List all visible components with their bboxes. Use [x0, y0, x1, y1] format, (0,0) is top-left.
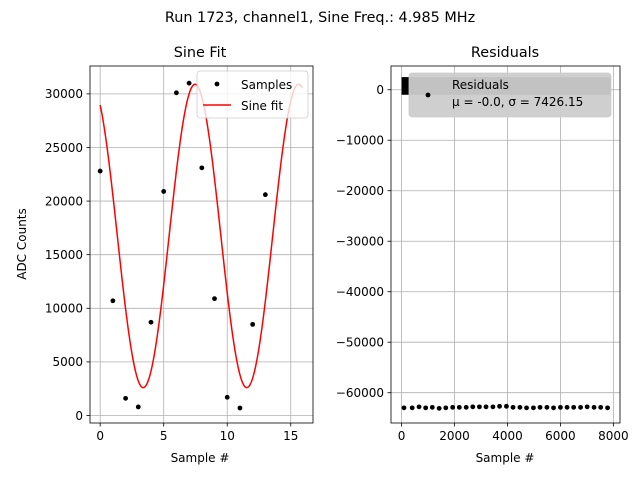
- x-tick-label: 8000: [598, 429, 629, 443]
- left-legend-box: [196, 70, 309, 119]
- data-point: [517, 404, 523, 410]
- data-point: [510, 404, 516, 410]
- data-point: [123, 395, 128, 401]
- y-tick-label: −20000: [336, 184, 384, 198]
- data-point: [401, 405, 407, 411]
- y-tick-label: 15000: [45, 248, 83, 262]
- x-tick-label: 10: [220, 429, 235, 443]
- data-point: [483, 404, 489, 410]
- data-point: [591, 404, 597, 410]
- figure-title: Run 1723, channel1, Sine Freq.: 4.985 MH…: [165, 10, 475, 26]
- data-point: [537, 404, 543, 410]
- data-point: [237, 405, 243, 411]
- data-point: [558, 404, 563, 410]
- y-tick-label: 0: [376, 83, 384, 97]
- data-point: [174, 90, 179, 96]
- y-tick-label: 5000: [52, 355, 83, 369]
- samples-points: [97, 80, 268, 411]
- data-point: [564, 404, 570, 410]
- x-tick-label: 6000: [545, 429, 576, 443]
- data-point: [456, 404, 462, 410]
- x-tick-label: 15: [283, 429, 298, 443]
- data-point: [161, 189, 167, 194]
- right-legend-box: [408, 72, 612, 118]
- data-point: [551, 405, 556, 411]
- left-plot-frame: [89, 65, 314, 424]
- data-point: [504, 403, 509, 409]
- y-tick-label: −40000: [336, 285, 384, 299]
- data-point: [578, 404, 583, 410]
- x-tick-label: 0: [398, 429, 406, 443]
- x-tick-label: 0: [96, 429, 104, 443]
- left-legend: Samples Sine fit: [196, 70, 309, 119]
- legend-sine-fit-label: Sine fit: [241, 99, 283, 113]
- data-point: [97, 168, 103, 174]
- data-point: [544, 404, 550, 410]
- data-point: [490, 404, 496, 410]
- legend-residuals-marker: [425, 92, 431, 98]
- data-point: [429, 404, 435, 410]
- data-point: [605, 405, 610, 411]
- right-ticks: 0 2000 4000 6000 8000 0 −10000 −20000 −30000 −400…: [336, 83, 629, 443]
- y-tick-label: 25000: [45, 141, 83, 155]
- right-panel: Residuals Sample # 0 2000 4000 6000 8000 0 −10…: [336, 45, 629, 465]
- data-point: [477, 404, 482, 410]
- legend-samples-label: Samples: [241, 78, 292, 92]
- x-tick-label: 5: [160, 429, 168, 443]
- y-tick-label: −10000: [336, 134, 384, 148]
- right-gridlines: [391, 66, 620, 423]
- y-tick-label: −60000: [336, 386, 384, 400]
- data-point: [470, 404, 476, 410]
- data-point: [598, 404, 604, 410]
- data-point: [436, 405, 442, 411]
- left-ticks: 0 5 10 15 0 5000 10000 15000 20000 25000 30000: [45, 87, 299, 443]
- data-point: [463, 404, 469, 410]
- data-point: [409, 405, 415, 411]
- data-point: [148, 319, 154, 325]
- right-panel-title: Residuals: [471, 45, 539, 61]
- left-panel: Sine Fit Sample # ADC Counts 0 5 10 15 0 5000…: [15, 45, 314, 465]
- data-point: [571, 404, 577, 410]
- right-legend: Residuals μ = -0.0, σ = 7426.15: [408, 72, 612, 118]
- data-point: [262, 192, 268, 198]
- y-tick-label: 20000: [45, 194, 83, 208]
- data-point: [423, 405, 429, 411]
- residuals-points: [401, 403, 610, 411]
- right-plot-frame: [390, 65, 621, 424]
- legend-residuals-stats: μ = -0.0, σ = 7426.15: [452, 95, 583, 109]
- data-point: [416, 404, 422, 410]
- y-tick-label: −30000: [336, 235, 384, 249]
- x-tick-label: 4000: [492, 429, 523, 443]
- data-point: [224, 394, 230, 400]
- data-point: [250, 321, 256, 327]
- data-point: [531, 405, 536, 411]
- data-point: [497, 403, 502, 409]
- data-point: [199, 165, 205, 171]
- y-tick-label: 10000: [45, 302, 83, 316]
- legend-samples-marker: [214, 81, 220, 87]
- y-tick-label: −50000: [336, 336, 384, 350]
- left-x-axis-label: Sample #: [171, 451, 230, 465]
- left-panel-title: Sine Fit: [174, 45, 227, 61]
- y-tick-label: 0: [75, 409, 83, 423]
- x-tick-label: 2000: [439, 429, 470, 443]
- data-point: [110, 298, 116, 304]
- data-point: [584, 404, 590, 410]
- left-y-axis-label: ADC Counts: [15, 208, 29, 280]
- data-point: [186, 80, 192, 86]
- legend-residuals-label: Residuals: [452, 78, 509, 92]
- data-point: [135, 404, 141, 410]
- right-x-axis-label: Sample #: [476, 451, 535, 465]
- y-tick-label: 30000: [45, 87, 83, 101]
- data-point: [443, 405, 449, 411]
- data-point: [212, 296, 217, 302]
- data-point: [450, 404, 456, 410]
- data-point: [524, 405, 529, 411]
